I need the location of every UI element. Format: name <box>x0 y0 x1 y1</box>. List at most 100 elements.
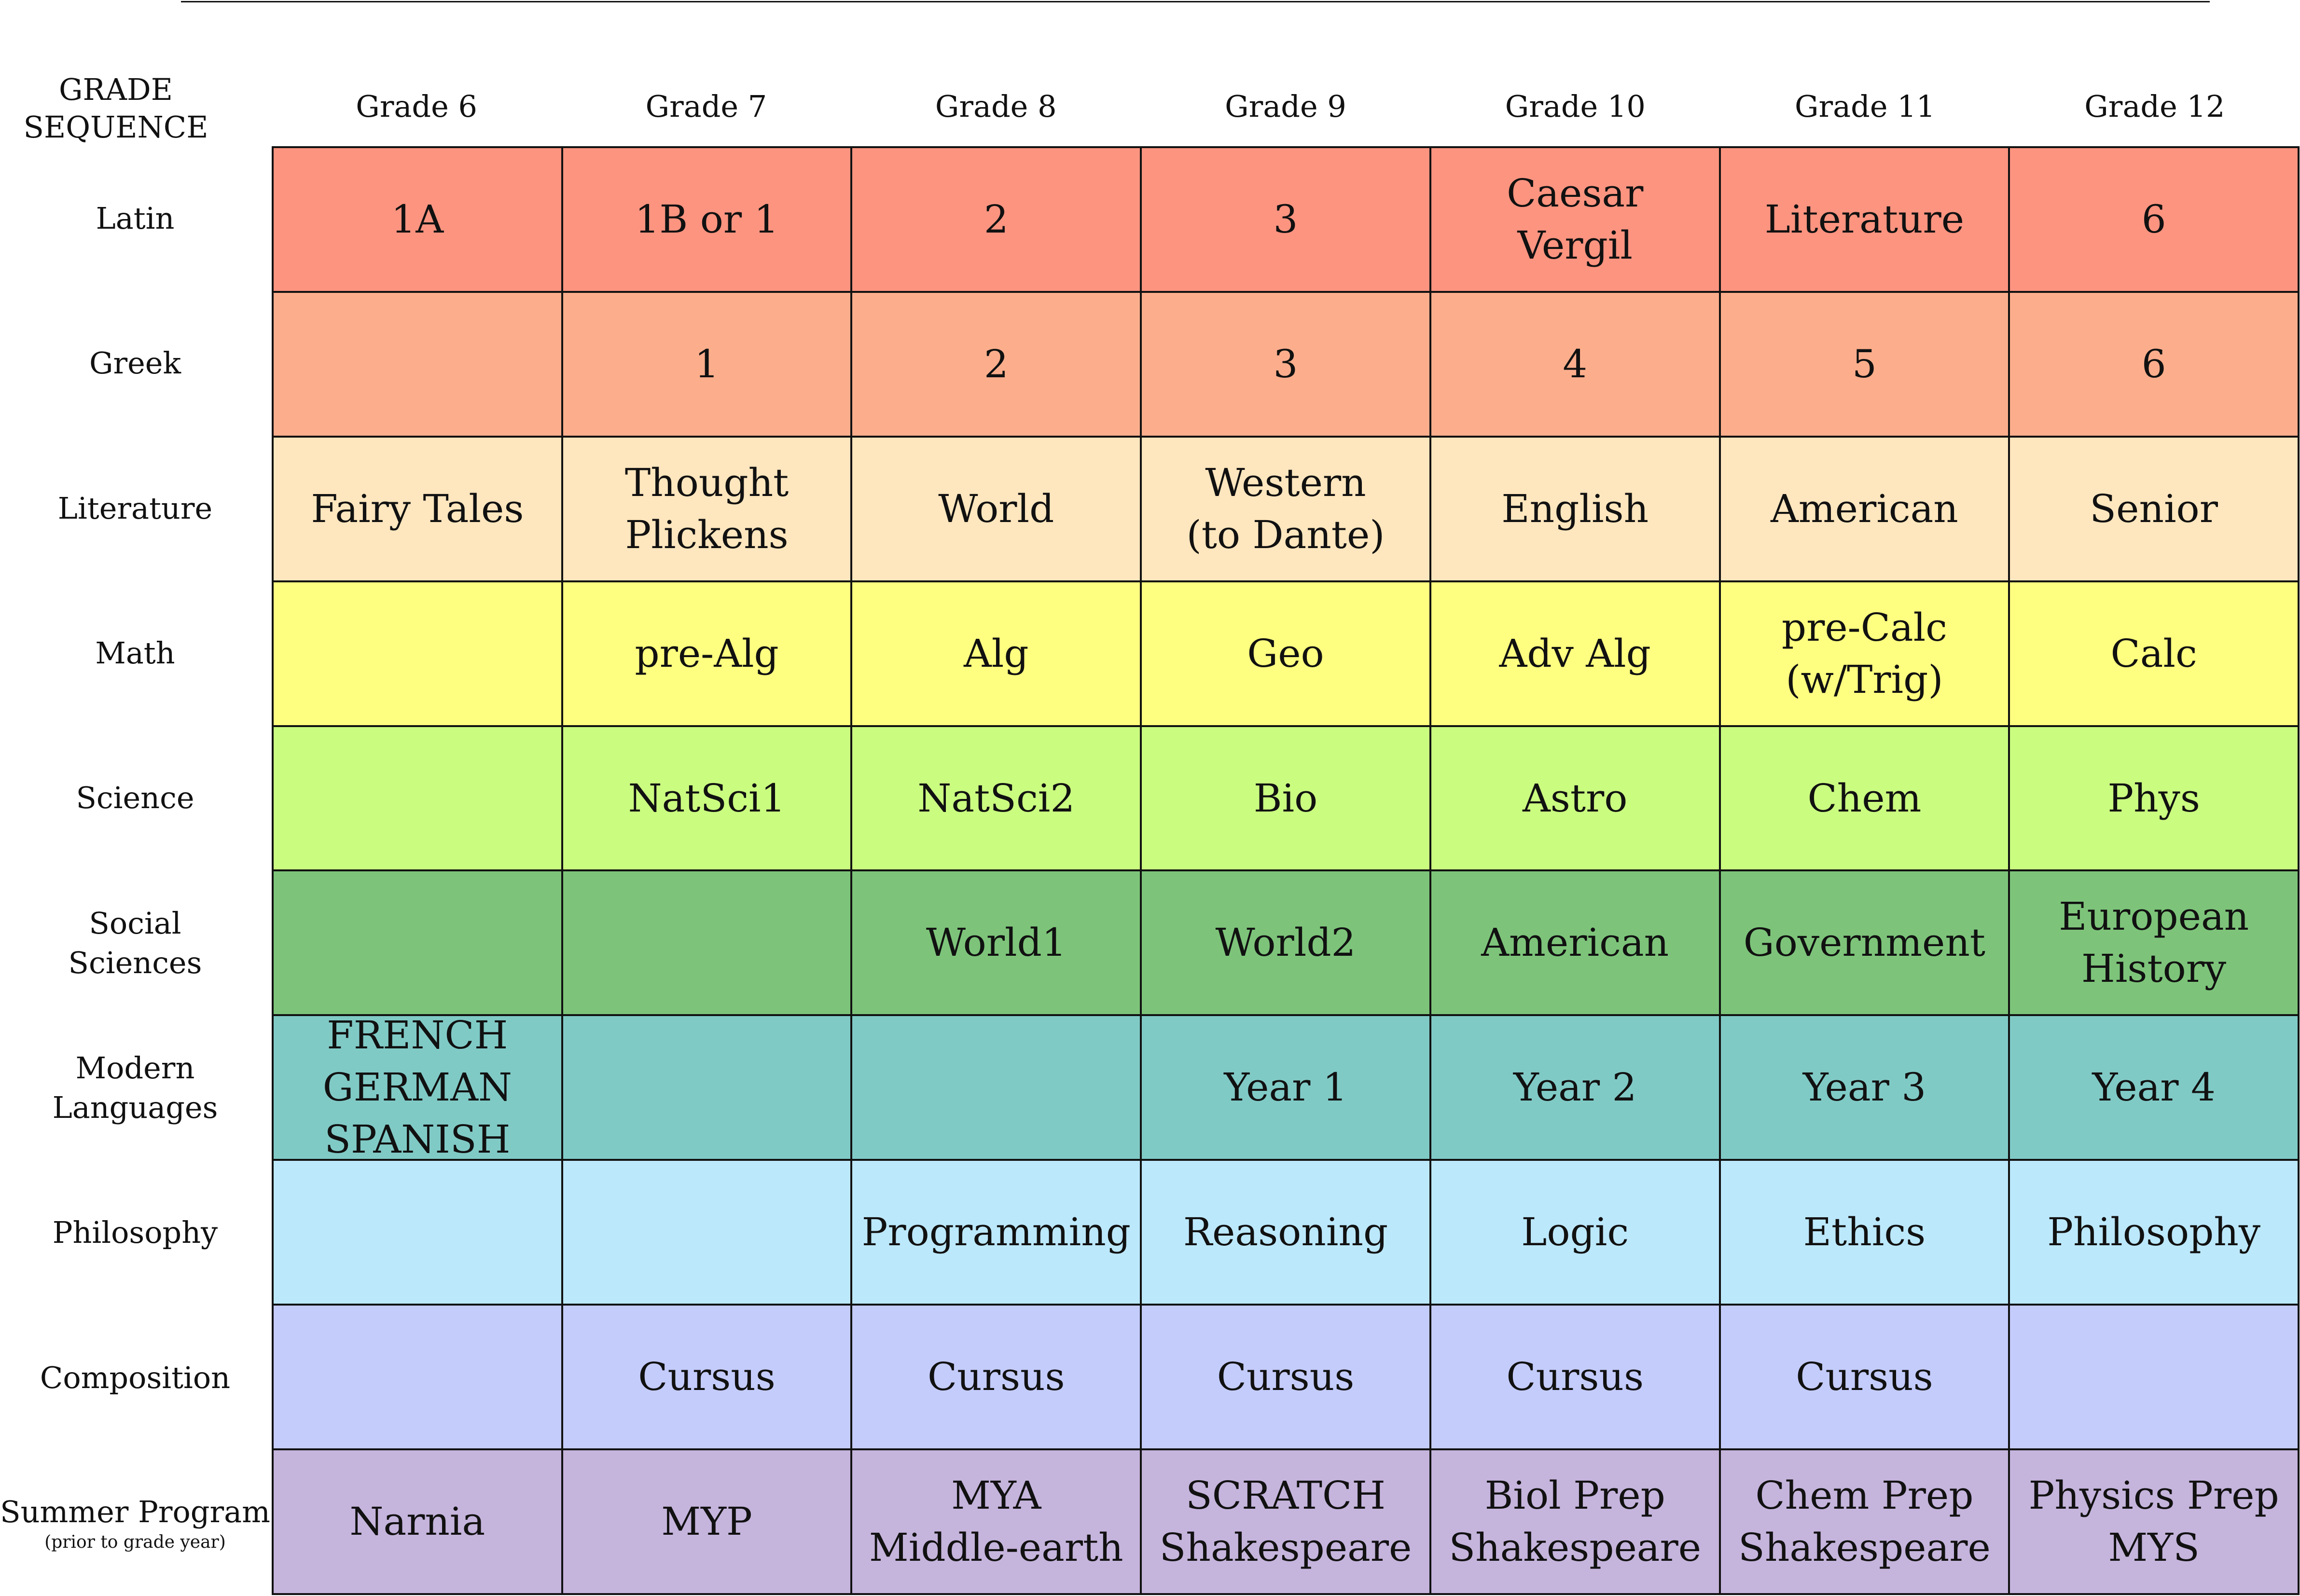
cell-social-sciences-grade-9: World2 <box>1142 871 1431 1017</box>
cell-philosophy-grade-9: Reasoning <box>1142 1161 1431 1306</box>
row-label-text: Latin <box>96 201 175 236</box>
cell-science-grade-6 <box>274 727 563 872</box>
cell-science-grade-12: Phys <box>2010 727 2300 872</box>
cell-philosophy-grade-7 <box>563 1161 853 1306</box>
row-label-text: Languages <box>52 1089 218 1125</box>
cell-composition-grade-10: Cursus <box>1431 1306 1721 1451</box>
cell-latin-grade-10: Caesar Vergil <box>1431 148 1721 293</box>
cell-summer-program-grade-6: Narnia <box>274 1450 563 1595</box>
grade-header-9: Grade 9 <box>1225 88 1346 124</box>
cell-latin-grade-6: 1A <box>274 148 563 293</box>
cell-summer-program-grade-8: MYA Middle-earth <box>852 1450 1142 1595</box>
corner-line-2: SEQUENCE <box>23 110 208 145</box>
cell-modern-languages-grade-10: Year 2 <box>1431 1016 1721 1161</box>
cell-modern-languages-grade-6: FRENCH GERMAN SPANISH <box>274 1016 563 1161</box>
cell-literature-grade-10: English <box>1431 437 1721 582</box>
grade-header-7: Grade 7 <box>645 88 767 124</box>
row-label-text: Summer Program <box>0 1494 270 1529</box>
cell-math-grade-10: Adv Alg <box>1431 582 1721 727</box>
cell-philosophy-grade-12: Philosophy <box>2010 1161 2300 1306</box>
cell-greek-grade-7: 1 <box>563 292 853 438</box>
cell-philosophy-grade-11: Ethics <box>1720 1161 2010 1306</box>
top-rule <box>181 1 2210 2</box>
cell-social-sciences-grade-6 <box>274 871 563 1017</box>
cell-latin-grade-7: 1B or 1 <box>563 148 853 293</box>
cell-composition-grade-7: Cursus <box>563 1306 853 1451</box>
curriculum-grid: 1A 1B or 1 2 3 Caesar Vergil Literature 6 1 2 3 4 5… <box>272 146 2300 1595</box>
grade-header-10: Grade 10 <box>1505 88 1646 124</box>
cell-modern-languages-grade-9: Year 1 <box>1142 1016 1431 1161</box>
row-label-text: Composition <box>40 1360 231 1395</box>
row-label-text: Modern <box>75 1050 195 1086</box>
row-label-text: Social <box>89 905 181 941</box>
cell-greek-grade-6 <box>274 292 563 438</box>
cell-greek-grade-12: 6 <box>2010 292 2300 438</box>
cell-social-sciences-grade-10: American <box>1431 871 1721 1017</box>
cell-math-grade-7: pre-Alg <box>563 582 853 727</box>
row-label-summer-program: Summer Program (prior to grade year) <box>0 1450 270 1595</box>
cell-literature-grade-11: American <box>1720 437 2010 582</box>
grade-sequence-heading: GRADE SEQUENCE <box>0 68 232 150</box>
cell-literature-grade-9: Western (to Dante) <box>1142 437 1431 582</box>
row-label-composition: Composition <box>0 1305 270 1450</box>
row-label-science: Science <box>0 726 270 870</box>
grade-header-12: Grade 12 <box>2084 88 2225 124</box>
cell-science-grade-8: NatSci2 <box>852 727 1142 872</box>
cell-greek-grade-9: 3 <box>1142 292 1431 438</box>
cell-latin-grade-11: Literature <box>1720 148 2010 293</box>
cell-summer-program-grade-9: SCRATCH Shakespeare <box>1142 1450 1431 1595</box>
cell-composition-grade-9: Cursus <box>1142 1306 1431 1451</box>
cell-composition-grade-12 <box>2010 1306 2300 1451</box>
cell-greek-grade-10: 4 <box>1431 292 1721 438</box>
cell-philosophy-grade-8: Programming <box>852 1161 1142 1306</box>
row-label-greek: Greek <box>0 291 270 436</box>
cell-summer-program-grade-10: Biol Prep Shakespeare <box>1431 1450 1721 1595</box>
cell-modern-languages-grade-7 <box>563 1016 853 1161</box>
cell-greek-grade-8: 2 <box>852 292 1142 438</box>
cell-literature-grade-7: Thought Plickens <box>563 437 853 582</box>
cell-composition-grade-11: Cursus <box>1720 1306 2010 1451</box>
cell-philosophy-grade-6 <box>274 1161 563 1306</box>
cell-summer-program-grade-7: MYP <box>563 1450 853 1595</box>
cell-math-grade-11: pre-Calc (w/Trig) <box>1720 582 2010 727</box>
cell-math-grade-8: Alg <box>852 582 1142 727</box>
row-label-text: Philosophy <box>52 1215 218 1251</box>
cell-latin-grade-9: 3 <box>1142 148 1431 293</box>
cell-modern-languages-grade-11: Year 3 <box>1720 1016 2010 1161</box>
cell-literature-grade-12: Senior <box>2010 437 2300 582</box>
cell-modern-languages-grade-8 <box>852 1016 1142 1161</box>
cell-social-sciences-grade-7 <box>563 871 853 1017</box>
cell-modern-languages-grade-12: Year 4 <box>2010 1016 2300 1161</box>
cell-science-grade-11: Chem <box>1720 727 2010 872</box>
grade-header-11: Grade 11 <box>1795 88 1936 124</box>
cell-science-grade-10: Astro <box>1431 727 1721 872</box>
cell-philosophy-grade-10: Logic <box>1431 1161 1721 1306</box>
cell-social-sciences-grade-12: European History <box>2010 871 2300 1017</box>
cell-literature-grade-6: Fairy Tales <box>274 437 563 582</box>
row-label-text: Literature <box>57 490 213 526</box>
row-label-philosophy: Philosophy <box>0 1160 270 1305</box>
row-label-latin: Latin <box>0 146 270 291</box>
cell-composition-grade-8: Cursus <box>852 1306 1142 1451</box>
cell-latin-grade-8: 2 <box>852 148 1142 293</box>
row-label-text: Sciences <box>68 945 202 980</box>
row-label-text: Math <box>95 635 175 671</box>
corner-line-1: GRADE <box>59 72 173 107</box>
row-label-social-sciences: Social Sciences <box>0 871 270 1016</box>
row-sublabel: (prior to grade year) <box>44 1532 226 1552</box>
row-label-math: Math <box>0 581 270 726</box>
grade-header-8: Grade 8 <box>935 88 1057 124</box>
cell-summer-program-grade-11: Chem Prep Shakespeare <box>1720 1450 2010 1595</box>
cell-social-sciences-grade-8: World1 <box>852 871 1142 1017</box>
row-label-text: Science <box>76 780 194 816</box>
cell-math-grade-12: Calc <box>2010 582 2300 727</box>
cell-science-grade-7: NatSci1 <box>563 727 853 872</box>
cell-composition-grade-6 <box>274 1306 563 1451</box>
cell-latin-grade-12: 6 <box>2010 148 2300 293</box>
cell-literature-grade-8: World <box>852 437 1142 582</box>
cell-summer-program-grade-12: Physics Prep MYS <box>2010 1450 2300 1595</box>
row-label-literature: Literature <box>0 436 270 581</box>
cell-social-sciences-grade-11: Government <box>1720 871 2010 1017</box>
cell-math-grade-6 <box>274 582 563 727</box>
cell-science-grade-9: Bio <box>1142 727 1431 872</box>
